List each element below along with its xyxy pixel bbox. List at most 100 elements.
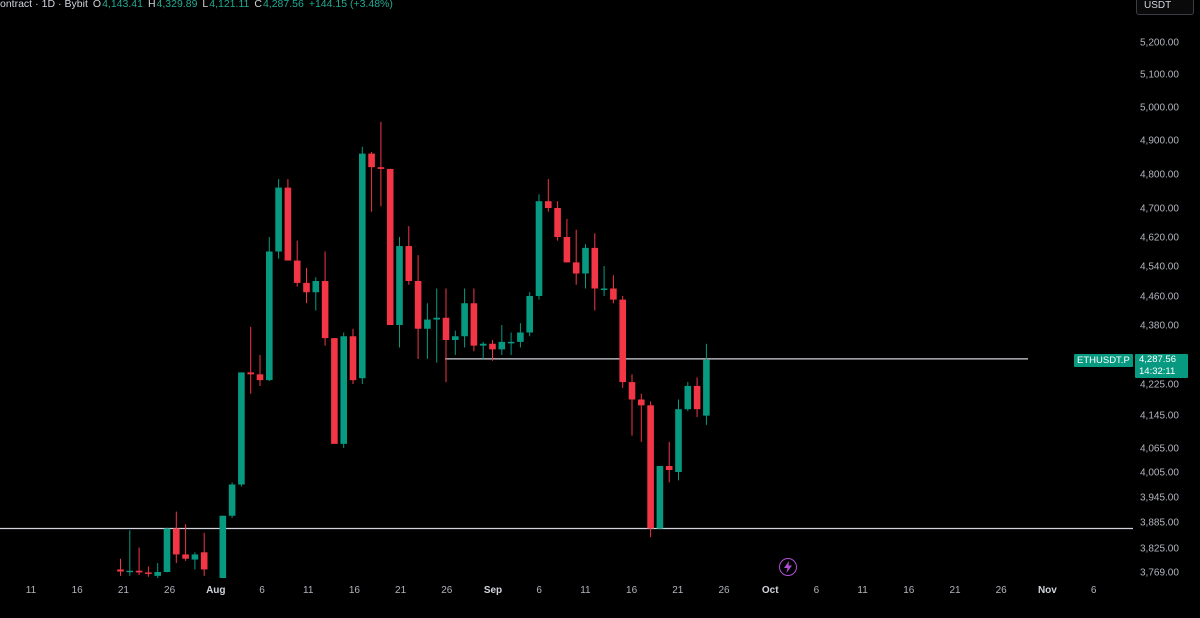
candle[interactable]	[117, 558, 124, 576]
candle[interactable]	[405, 226, 413, 285]
time-axis-label: 6	[536, 585, 542, 596]
currency-button[interactable]: USDT	[1136, 0, 1194, 15]
candle[interactable]	[563, 218, 571, 263]
candle[interactable]	[535, 194, 543, 300]
candle-body	[628, 382, 636, 400]
candle[interactable]	[238, 372, 245, 487]
candle[interactable]	[340, 332, 347, 449]
legend-interval[interactable]: 1D	[41, 0, 56, 10]
candle[interactable]	[293, 240, 301, 287]
candle[interactable]	[312, 277, 320, 311]
candle[interactable]	[424, 303, 431, 359]
legend-symbol[interactable]: ontract	[0, 0, 33, 10]
candle[interactable]	[368, 151, 375, 212]
legend-low-key: L	[202, 0, 209, 10]
candle[interactable]	[163, 527, 171, 573]
candle[interactable]	[452, 330, 459, 355]
candle[interactable]	[182, 524, 189, 561]
candle[interactable]	[349, 328, 357, 384]
candle[interactable]	[665, 441, 673, 483]
candle[interactable]	[647, 401, 654, 538]
candle[interactable]	[321, 251, 329, 346]
candle[interactable]	[247, 326, 254, 394]
candle[interactable]	[526, 292, 533, 337]
candle[interactable]	[656, 466, 664, 530]
candle[interactable]	[145, 566, 152, 577]
candle-body	[424, 319, 431, 329]
candle-body	[489, 343, 496, 350]
candle[interactable]	[284, 179, 292, 261]
horizontal-lines	[0, 358, 1133, 530]
candle[interactable]	[461, 288, 468, 348]
time-scale: 11 16 21 26 Aug 6 11 16 21 26 Sep 6 11 16 21 26 Oct 6 11 16…	[26, 585, 1097, 596]
candle[interactable]	[628, 374, 636, 436]
candle[interactable]	[275, 179, 282, 259]
candle[interactable]	[489, 340, 496, 361]
candle[interactable]	[498, 325, 506, 355]
candle[interactable]	[638, 393, 645, 442]
candle-body	[321, 281, 329, 339]
candle[interactable]	[414, 255, 422, 359]
candle[interactable]	[219, 515, 227, 606]
candle[interactable]	[545, 179, 552, 212]
candle[interactable]	[507, 332, 515, 356]
candle[interactable]	[210, 597, 217, 618]
candle[interactable]	[619, 296, 626, 388]
candle[interactable]	[126, 530, 134, 576]
candle[interactable]	[191, 552, 199, 570]
lightning-bolt-icon[interactable]	[779, 558, 797, 576]
time-axis-label: Oct	[762, 585, 779, 596]
candle[interactable]	[554, 201, 561, 241]
legend-open-key: O	[92, 0, 102, 10]
symbol-tag: ETHUSDT.P	[1074, 354, 1133, 367]
time-axis-label: 21	[949, 585, 961, 596]
candle[interactable]	[173, 511, 180, 563]
candle[interactable]	[266, 237, 273, 381]
price-scale-label: 5,200.00	[1140, 38, 1179, 49]
candle-body	[684, 385, 692, 410]
candle[interactable]	[470, 288, 478, 352]
candle[interactable]	[517, 323, 524, 348]
candle[interactable]	[693, 377, 701, 418]
candle[interactable]	[610, 275, 617, 304]
time-axis-label: 11	[580, 585, 591, 596]
candle[interactable]	[479, 341, 487, 359]
candle-body	[368, 153, 375, 168]
candle[interactable]	[331, 338, 338, 444]
candle[interactable]	[154, 563, 161, 578]
candle-body	[572, 262, 580, 274]
candle[interactable]	[600, 266, 608, 296]
candle[interactable]	[591, 233, 599, 311]
candle[interactable]	[675, 399, 682, 481]
time-axis-label: 26	[441, 585, 453, 596]
candle[interactable]	[684, 382, 692, 412]
price-scale-label: 4,900.00	[1140, 136, 1179, 147]
candle[interactable]	[135, 547, 143, 575]
candle[interactable]	[582, 244, 589, 289]
candle-body	[312, 281, 320, 293]
candle-body	[656, 466, 664, 529]
candle[interactable]	[703, 343, 710, 425]
legend-exchange: Bybit	[64, 0, 88, 10]
candle-body	[293, 260, 301, 283]
candle[interactable]	[377, 121, 385, 207]
candle[interactable]	[442, 288, 450, 383]
candle[interactable]	[200, 532, 208, 576]
candle[interactable]	[572, 229, 580, 285]
candle[interactable]	[256, 355, 264, 386]
candle[interactable]	[228, 482, 236, 518]
candle[interactable]	[396, 237, 403, 348]
candle-body	[517, 332, 524, 342]
candle[interactable]	[303, 267, 310, 304]
price-scale-label: 5,100.00	[1140, 70, 1179, 81]
candle-body	[414, 281, 422, 329]
candle-body	[396, 246, 403, 325]
candle[interactable]	[359, 146, 366, 384]
candle[interactable]	[433, 288, 440, 363]
price-scale-label: 4,380.00	[1140, 321, 1179, 332]
candle-body	[526, 296, 533, 333]
candle[interactable]	[386, 168, 394, 325]
candle-body	[117, 569, 124, 572]
